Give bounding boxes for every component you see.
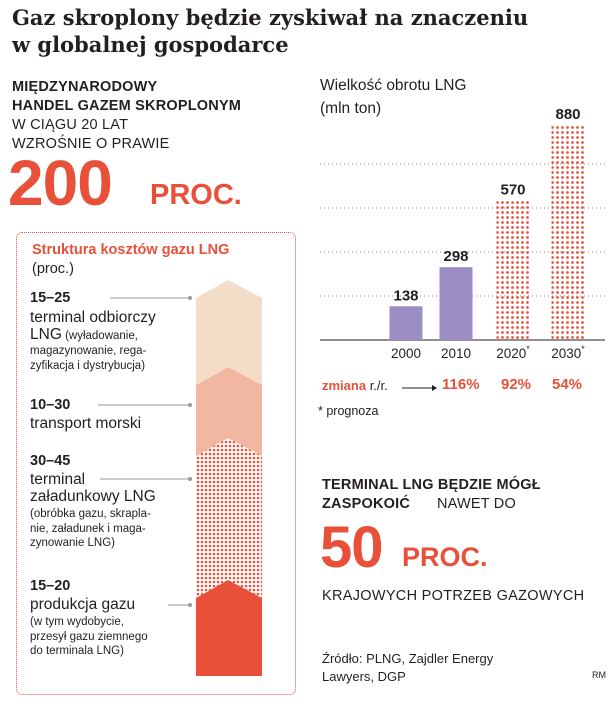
cost-range-2: 10–30: [30, 397, 71, 413]
cost-label-4: produkcja gazu: [30, 596, 136, 613]
cost-sub-4-line3: do terminala LNG): [30, 645, 124, 657]
bar-2030: [551, 124, 585, 340]
cost-label-3-line1: terminal: [30, 471, 86, 488]
source-note: Źródło: PLNG, Zajdler Energy Lawyers, DG…: [322, 650, 493, 686]
bar-value-2010: 298: [443, 248, 468, 265]
bar-2000: [389, 306, 423, 340]
headline-line2: w globalnej gospodarce: [12, 32, 289, 57]
bar-value-2020: 570: [500, 182, 525, 199]
cost-sub-4: (w tym wydobycie, przesył gazu ziemnego …: [30, 615, 148, 659]
bar-value-2000: 138: [393, 287, 418, 304]
chart-title: Wielkość obrotu LNG: [320, 77, 467, 94]
cost-segment-transport: [196, 367, 262, 456]
cost-label-1-line2-sub: (wyładowanie,: [61, 330, 138, 342]
lng-bar-chart: 138 2000 298 2010 570 2020* 880 2030*: [320, 106, 605, 361]
cost-sub-1: magazynowanie, rega- zyfikacja i dystryb…: [30, 344, 146, 373]
terminal-norm-text: NAWET DO: [437, 496, 516, 512]
cost-structure-unit: (proc.): [32, 261, 74, 277]
cost-sub-4-line2: przesył gazu ziemnego: [30, 630, 148, 643]
lead-big-unit: PROC.: [150, 179, 242, 211]
change-value-1: 116%: [442, 376, 480, 393]
bar-2020: [496, 200, 530, 340]
cost-sub-1-line1: magazynowanie, rega-: [30, 345, 147, 357]
terminal-line2: ZASPOKOIĆ: [322, 496, 410, 512]
cost-range-1: 15–25: [30, 290, 71, 306]
bar-value-2030: 880: [555, 106, 580, 123]
terminal-big-number: 50: [320, 515, 384, 580]
cost-sub-1-line2: zyfikacja i dystrybucja): [30, 359, 146, 372]
cost-label-3-line2: załadunkowy LNG: [30, 488, 156, 505]
cost-structure-panel: [16, 232, 296, 695]
cost-label-1: terminal odbiorczy LNG (wyładowanie,: [30, 309, 156, 344]
lead-line3: W CIĄGU 20 LAT: [12, 117, 129, 133]
cost-segment-odbiorczy: [196, 280, 262, 385]
forecast-footnote: * prognoza: [318, 404, 379, 418]
tick-label-2010: 2010: [441, 346, 471, 361]
connector-dot-4: [188, 603, 192, 607]
cost-sub-3-line1: (obróbka gazu, skrapla-: [30, 508, 151, 520]
cost-label-1-line2-wrap: LNG (wyładowanie,: [30, 326, 156, 344]
cost-structure-title: Struktura kosztów gazu LNG: [32, 242, 230, 258]
author-credit: RM: [592, 670, 606, 680]
bar-2010: [439, 267, 473, 340]
change-arrow: [402, 385, 437, 391]
cost-range-4: 15–20: [30, 578, 71, 594]
change-label-rest: r./r.: [366, 378, 388, 393]
terminal-bold-text: TERMINAL LNG BĘDZIE MÓGŁ ZASPOKOIĆ: [322, 476, 541, 514]
headline: Gaz skroplony będzie zyskiwał na znaczen…: [12, 4, 612, 58]
chart-subtitle: (mln ton): [320, 100, 382, 117]
cost-segment-produkcja: [196, 580, 262, 676]
source-line2: Lawyers, DGP: [322, 669, 406, 684]
headline-line1: Gaz skroplony będzie zyskiwał na znaczen…: [12, 5, 529, 30]
change-label-bold: zmiana: [322, 378, 367, 393]
cost-range-3: 30–45: [30, 453, 71, 469]
chart-title-block: Wielkość obrotu LNG (mln ton): [320, 74, 466, 120]
connector-dot-3: [188, 477, 192, 481]
cost-label-2: transport morski: [30, 415, 142, 432]
change-value-3: 54%: [552, 376, 583, 393]
connector-dot-2: [188, 403, 192, 407]
terminal-line1: TERMINAL LNG BĘDZIE MÓGŁ: [322, 477, 541, 493]
change-value-2: 92%: [501, 376, 532, 393]
lead-bold-text: MIĘDZYNARODOWY HANDEL GAZEM SKROPLONYM: [12, 78, 241, 116]
source-line1: Źródło: PLNG, Zajdler Energy: [322, 651, 494, 666]
cost-sub-4-line1: (w tym wydobycie,: [30, 616, 124, 628]
cost-label-1-line1: terminal odbiorczy: [30, 309, 156, 326]
cost-sub-3-line2: nie, załadunek i maga-: [30, 522, 146, 535]
lead-normal-text: W CIĄGU 20 LAT WZROŚNIE O PRAWIE: [12, 116, 170, 154]
terminal-big-unit: PROC.: [402, 542, 488, 572]
cost-label-1-line2: LNG: [30, 326, 62, 343]
lead-line1: MIĘDZYNARODOWY: [12, 79, 158, 95]
cost-sub-3-line3: zynowanie LNG): [30, 537, 116, 549]
terminal-tail: KRAJOWYCH POTRZEB GAZOWYCH: [322, 588, 585, 604]
cost-label-3: terminal załadunkowy LNG: [30, 471, 156, 505]
lead-line4: WZROŚNIE O PRAWIE: [12, 136, 170, 152]
cost-sub-3: (obróbka gazu, skrapla- nie, załadunek i…: [30, 507, 151, 551]
lead-big-number: 200: [8, 147, 113, 219]
tick-label-2030: 2030*: [551, 344, 585, 361]
tick-label-2020: 2020*: [496, 344, 530, 361]
change-label: zmiana r./r.: [322, 378, 388, 393]
lead-line2: HANDEL GAZEM SKROPLONYM: [12, 98, 242, 114]
tick-label-2000: 2000: [391, 346, 421, 361]
connector-dot-1: [188, 296, 192, 300]
cost-segment-zaladunkowy: [196, 438, 262, 598]
